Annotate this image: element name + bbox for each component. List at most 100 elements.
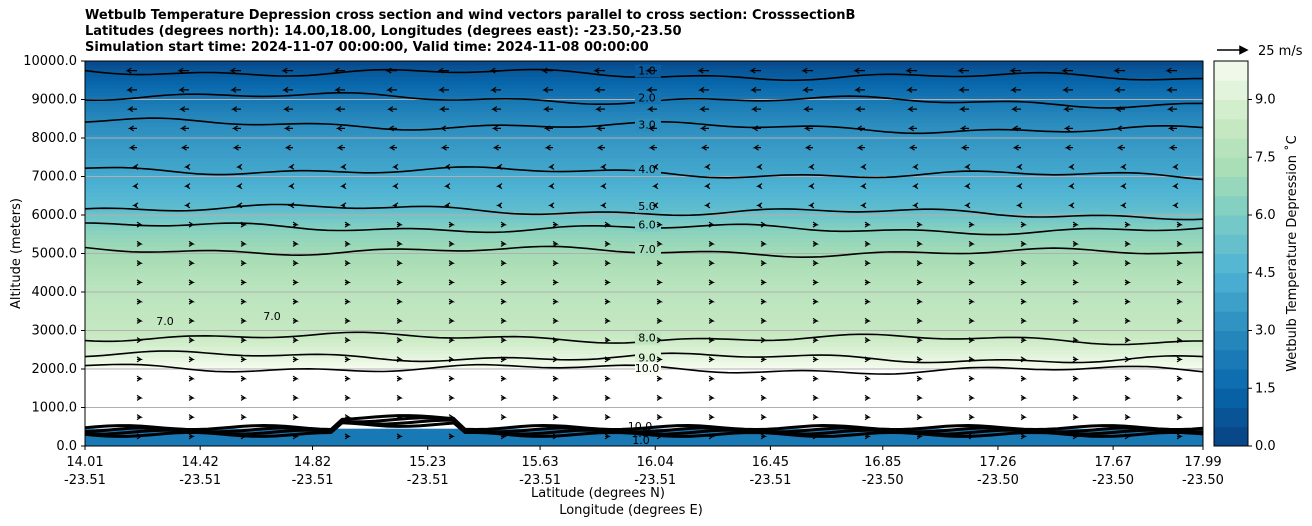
colorbar-tick-label: 9.0 xyxy=(1255,93,1276,108)
contour-band xyxy=(85,272,1203,278)
wind-vector xyxy=(751,125,761,132)
wind-vector xyxy=(703,202,711,209)
wind-vector xyxy=(1165,86,1177,93)
low-level-contour-label: 10.0 xyxy=(628,420,653,433)
wind-vector xyxy=(859,202,867,209)
wind-vector xyxy=(284,144,293,151)
colorbar-swatch xyxy=(1214,234,1248,254)
wind-vector xyxy=(968,337,976,344)
wind-vector xyxy=(131,183,139,190)
wind-vector xyxy=(183,183,191,190)
wind-vector xyxy=(385,67,397,74)
y-tick-label: 2000.0 xyxy=(32,362,78,377)
wind-vector xyxy=(541,67,553,74)
colorbar-swatch xyxy=(1214,407,1248,428)
colorbar-swatch xyxy=(1214,311,1248,331)
y-tick-label: 6000.0 xyxy=(32,208,78,223)
colorbar-swatch xyxy=(1214,118,1248,139)
wind-vector xyxy=(188,414,196,421)
wind-vector xyxy=(1119,183,1127,190)
x-tick-label-lat: 15.63 xyxy=(521,455,558,470)
wind-vector xyxy=(656,279,664,286)
wind-vector xyxy=(916,240,924,247)
wind-vector xyxy=(698,106,709,113)
wind-vector xyxy=(916,414,924,421)
wind-vector xyxy=(1119,202,1127,209)
wind-vector xyxy=(1114,106,1125,113)
wind-vector xyxy=(803,125,813,132)
wind-vector xyxy=(240,356,248,363)
wind-vector xyxy=(1020,414,1028,421)
wind-vector xyxy=(292,298,300,305)
wind-vector xyxy=(500,260,508,267)
wind-vector xyxy=(1020,394,1028,401)
wind-vector xyxy=(125,86,137,93)
wind-vector xyxy=(911,163,919,170)
wind-vector xyxy=(604,356,612,363)
x-tick-label-lon: -23.50 xyxy=(977,473,1019,488)
no-data-region xyxy=(85,369,1203,429)
wind-vector xyxy=(911,202,919,209)
wind-vector xyxy=(804,144,813,151)
wind-vector xyxy=(1124,375,1132,382)
wind-vector xyxy=(448,240,456,247)
wind-vector xyxy=(916,317,924,324)
contour-label: 2.0 xyxy=(638,91,656,104)
contour-band xyxy=(85,234,1203,239)
colorbar-swatch xyxy=(1214,80,1248,100)
wind-vector xyxy=(760,260,768,267)
wind-vector xyxy=(292,260,300,267)
wind-vector xyxy=(339,202,347,209)
colorbar-tick-label: 1.5 xyxy=(1255,381,1276,396)
wind-vector xyxy=(1072,337,1080,344)
contour-label: 10.0 xyxy=(635,362,660,375)
low-level-contour-label: 1.0 xyxy=(632,434,650,447)
contour-label-bg xyxy=(635,361,661,375)
wind-vector xyxy=(855,125,865,132)
wind-vector xyxy=(491,125,501,132)
wind-vector xyxy=(1116,144,1125,151)
wind-vector xyxy=(755,183,763,190)
wind-vector xyxy=(552,279,560,286)
wind-vector xyxy=(547,163,555,170)
wind-vector xyxy=(604,414,612,421)
wind-vector xyxy=(287,183,295,190)
x-tick-label-lat: 14.42 xyxy=(182,455,219,470)
wind-vector xyxy=(854,106,865,113)
wind-vector xyxy=(1176,356,1184,363)
contour-label: 7.0 xyxy=(638,243,656,256)
wind-vector xyxy=(443,163,451,170)
wind-vector xyxy=(448,356,456,363)
wind-vector xyxy=(604,394,612,401)
wind-vector xyxy=(490,106,501,113)
y-tick-label: 9000.0 xyxy=(32,93,78,108)
contour-band xyxy=(85,176,1203,181)
wind-vector xyxy=(448,279,456,286)
contour-band xyxy=(85,180,1203,185)
wind-vector xyxy=(440,144,449,151)
wind-vector xyxy=(1009,67,1021,74)
wind-vector xyxy=(864,356,872,363)
x-tick-label-lat: 14.82 xyxy=(294,455,331,470)
wind-vector xyxy=(1072,298,1080,305)
wind-vector xyxy=(1176,337,1184,344)
wind-vector xyxy=(136,317,144,324)
contour-band xyxy=(85,257,1203,262)
wind-vector xyxy=(500,356,508,363)
wind-vector xyxy=(708,356,716,363)
wind-vector xyxy=(906,106,917,113)
wind-vector xyxy=(963,163,971,170)
wind-vector xyxy=(188,317,196,324)
wind-vector xyxy=(1067,163,1075,170)
contour-label: 3.0 xyxy=(638,118,656,131)
x-tick-label-lon: -23.51 xyxy=(292,473,334,488)
wind-vector xyxy=(492,144,501,151)
wind-vector xyxy=(1067,183,1075,190)
wind-vector xyxy=(656,260,664,267)
wind-vector xyxy=(495,163,503,170)
wind-vector xyxy=(396,240,404,247)
chart-title-line2: Latitudes (degrees north): 14.00,18.00, … xyxy=(85,24,682,39)
wind-vector xyxy=(136,337,144,344)
wind-vector xyxy=(339,163,347,170)
wind-vector xyxy=(489,86,501,93)
